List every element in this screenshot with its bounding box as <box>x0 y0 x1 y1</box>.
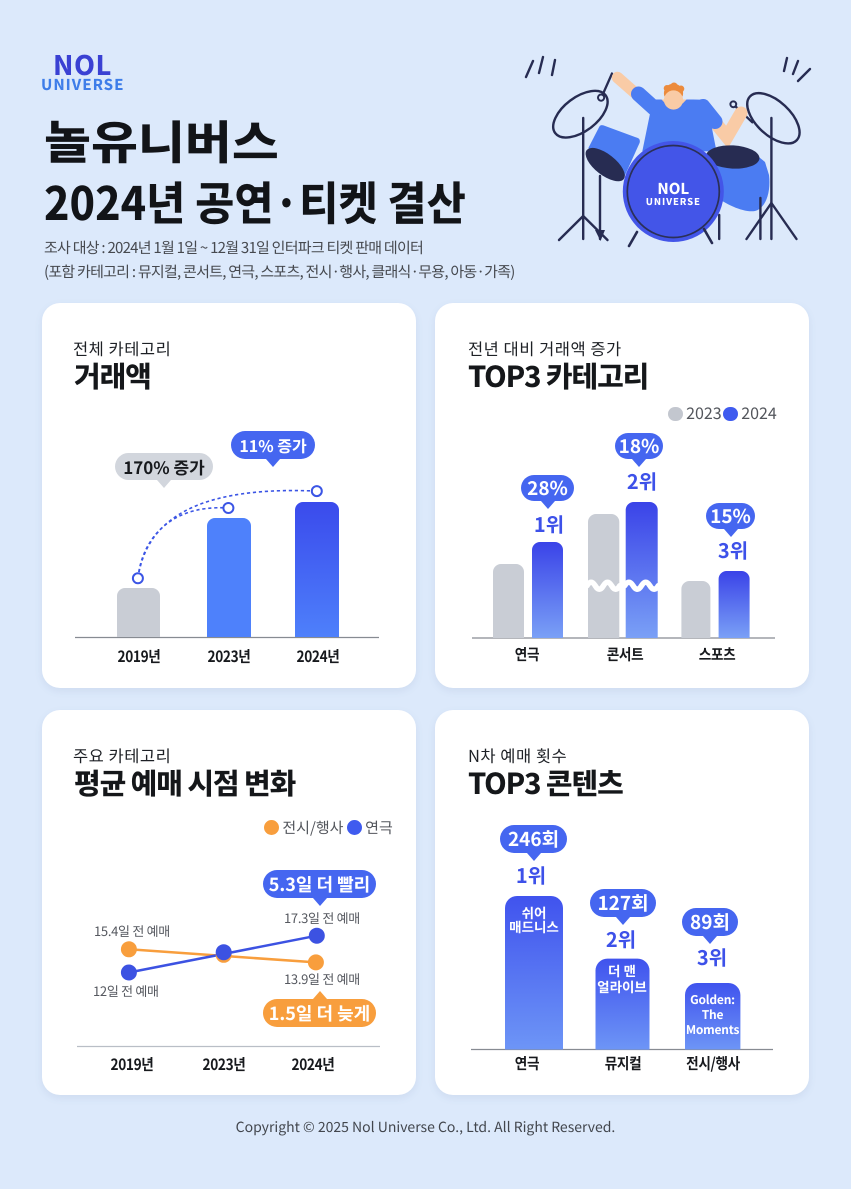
svg-text:UNIVERSE: UNIVERSE <box>646 194 701 208</box>
svg-text:NOL: NOL <box>657 178 689 199</box>
